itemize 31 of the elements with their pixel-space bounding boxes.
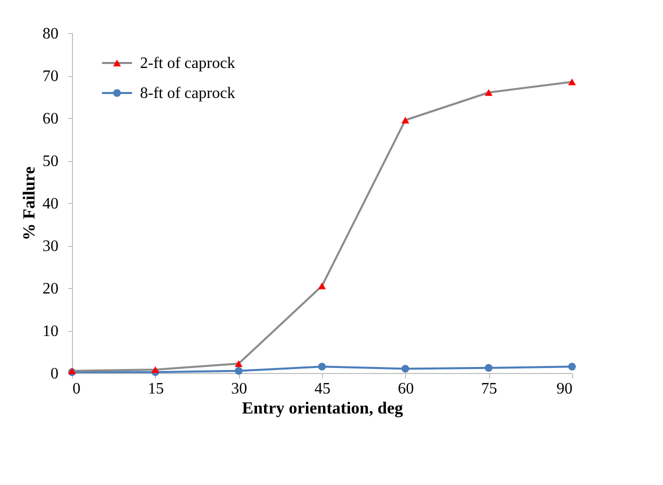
y-tick-label: 50 [42, 153, 58, 170]
y-tick-label: 20 [42, 280, 58, 298]
x-tick-label: 0 [72, 380, 80, 398]
legend-label: 8-ft of caprock [140, 85, 236, 102]
x-tick-label: 75 [481, 380, 498, 398]
x-tick-label: 45 [314, 380, 330, 398]
point [568, 362, 576, 370]
y-tick-label: 70 [42, 68, 58, 85]
y-tick-label: 10 [42, 323, 58, 340]
point [484, 364, 493, 372]
point [401, 116, 410, 124]
point [318, 362, 326, 370]
x-axis-title: Entry orientation, deg [242, 398, 404, 418]
point [568, 78, 576, 86]
point [401, 364, 410, 373]
x-tick-label: 90 [556, 380, 572, 398]
point [318, 282, 326, 290]
point [151, 366, 160, 373]
x-tick-label: 60 [398, 380, 414, 398]
point [234, 360, 243, 368]
y-axis-title: % Failure [20, 166, 38, 240]
y-tick-label: 30 [42, 238, 58, 255]
y-tick-label: 80 [42, 26, 58, 42]
y-tick-label: 60 [42, 110, 58, 128]
legend-label: 2-ft of caprock [140, 55, 236, 72]
y-tick-label: 40 [42, 196, 58, 212]
x-tick-label: 15 [148, 380, 164, 398]
point [234, 367, 243, 375]
x-tick-label: 30 [231, 380, 248, 398]
y-tick-label: 0 [50, 366, 58, 382]
point [484, 89, 493, 96]
